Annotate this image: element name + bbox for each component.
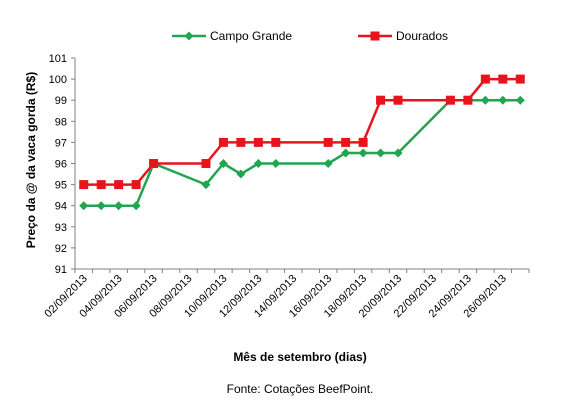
data-point-dourados <box>463 95 473 105</box>
y-tick-label: 93 <box>55 222 67 234</box>
legend: Campo Grande Dourados <box>172 29 448 43</box>
x-axis-title: Mês de setembro (dias) <box>233 350 366 364</box>
source-note: Fonte: Cotações BeefPoint. <box>227 382 374 396</box>
y-tick-label: 101 <box>49 53 67 65</box>
data-point-campo-grande <box>114 201 124 211</box>
plot-area: 91929394959697989910010102/09/201304/09/… <box>42 53 530 320</box>
data-point-campo-grande <box>323 159 333 168</box>
data-point-campo-grande <box>79 201 89 211</box>
data-point-campo-grande <box>341 148 351 158</box>
data-point-dourados <box>271 137 281 147</box>
data-point-campo-grande <box>498 95 508 105</box>
data-point-dourados <box>236 137 246 147</box>
data-point-dourados <box>201 159 211 168</box>
data-point-dourados <box>393 95 403 105</box>
data-point-campo-grande <box>376 148 386 158</box>
y-tick-label: 92 <box>55 243 67 255</box>
y-tick-label: 96 <box>55 159 67 171</box>
legend-label: Dourados <box>396 29 448 43</box>
y-tick-label: 97 <box>55 137 67 149</box>
y-tick-label: 95 <box>55 180 67 192</box>
data-point-campo-grande <box>271 159 281 168</box>
data-point-campo-grande <box>480 95 490 105</box>
y-tick-label: 99 <box>55 95 67 107</box>
legend-label: Campo Grande <box>210 29 292 43</box>
data-point-dourados <box>149 159 159 168</box>
data-point-campo-grande <box>96 201 106 211</box>
series-line-campo-grande <box>83 98 521 207</box>
data-point-campo-grande <box>201 180 211 190</box>
legend-item-campo-grande: Campo Grande <box>172 29 292 43</box>
data-point-campo-grande <box>236 169 246 179</box>
data-point-dourados <box>323 137 333 147</box>
data-point-dourados <box>341 137 351 147</box>
data-point-campo-grande <box>253 159 263 168</box>
data-point-dourados <box>253 137 263 147</box>
data-point-dourados <box>79 180 89 190</box>
data-point-dourados <box>376 95 386 105</box>
data-point-dourados <box>218 137 228 147</box>
data-point-dourados <box>480 74 490 84</box>
data-point-campo-grande <box>515 95 525 105</box>
data-point-campo-grande <box>218 159 228 168</box>
legend-item-dourados: Dourados <box>358 29 448 43</box>
data-point-dourados <box>358 137 368 147</box>
data-point-campo-grande <box>393 148 403 158</box>
data-point-campo-grande <box>358 148 368 158</box>
y-tick-label: 94 <box>55 201 67 213</box>
data-point-dourados <box>445 95 455 105</box>
data-point-campo-grande <box>131 201 141 211</box>
data-point-dourados <box>515 74 525 84</box>
y-tick-label: 100 <box>49 74 67 86</box>
data-point-dourados <box>96 180 106 190</box>
data-point-dourados <box>114 180 124 190</box>
series-line-dourados <box>83 77 521 186</box>
legend-marker <box>370 31 380 41</box>
y-tick-label: 91 <box>55 264 67 276</box>
y-axis-title: Preço da @ da vaca gorda (R$) <box>24 72 38 248</box>
data-point-dourados <box>131 180 141 190</box>
legend-marker <box>184 31 194 41</box>
y-tick-label: 98 <box>55 116 67 128</box>
data-point-dourados <box>498 74 508 84</box>
